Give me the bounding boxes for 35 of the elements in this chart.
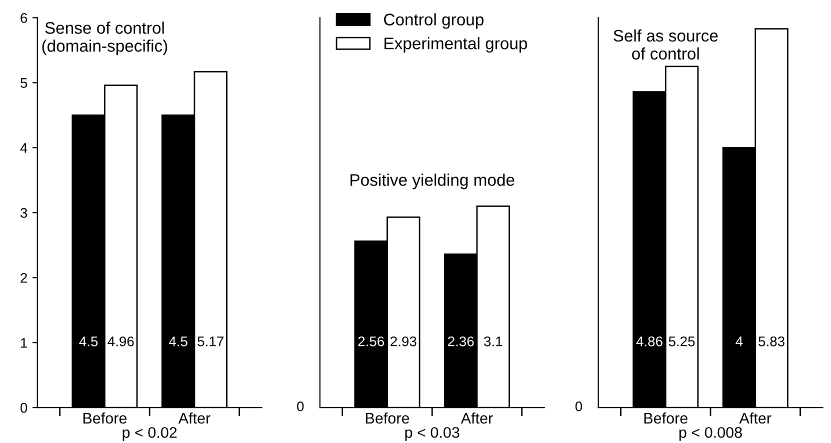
y-tick-label: 6 [20,13,28,23]
chart-title: Self as source of control [614,29,718,60]
x-tick-label: Before [644,412,688,424]
chart-title: Positive yielding mode [350,174,514,190]
text: 0 [297,401,304,412]
data-label: 4.5 [168,336,188,346]
data-label: 5.25 [668,336,695,346]
data-label: 4 [736,336,743,346]
x-axis-title: p < 0.008 [679,427,742,441]
text: 0 [575,401,582,412]
y-tick-label: 1 [21,338,27,348]
data-label: 3.1 [484,336,502,346]
data-label: 4.5 [79,336,98,346]
data-label: 5.83 [758,336,784,346]
y-tick-label: 5 [20,78,28,88]
x-tick-label: After [460,412,493,424]
y-tick-label: 4 [20,143,28,153]
x-axis-title: p < 0.03 [405,427,460,441]
y-tick-label: 3 [20,208,28,218]
x-tick-label: Before [366,412,410,424]
x-tick-label: After [739,412,772,424]
legend-label: Experimental group [384,37,528,53]
data-label: 5.17 [198,336,224,346]
data-label: 2.93 [390,336,416,346]
x-tick-label: Before [83,412,127,424]
data-label: 4.96 [108,336,134,346]
data-label: 2.56 [358,336,384,346]
x-tick-label: After [178,412,210,424]
y-tick-label: 2 [20,272,27,283]
data-label: 4.86 [636,336,662,346]
x-axis-title: p < 0.02 [122,427,177,441]
text: Sense of control (domain-specific) [42,22,168,56]
legend-label: Control group [384,13,484,29]
y-tick-label: 0 [20,402,28,413]
data-label: 2.36 [448,336,474,346]
